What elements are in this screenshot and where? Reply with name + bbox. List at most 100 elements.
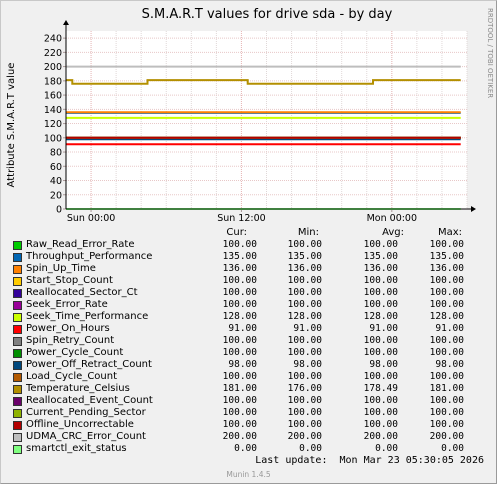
legend-cur: 100.00 [222,395,257,406]
legend-max: 100.00 [429,335,464,346]
y-tick-label: 40 [50,176,62,187]
legend-max: 98.00 [435,359,464,370]
legend-cur: 100.00 [222,371,257,382]
legend-max: 100.00 [429,287,464,298]
legend-max: 100.00 [429,275,464,286]
y-tick-label: 20 [50,190,62,201]
legend-name: Spin_Retry_Count [26,335,115,346]
legend-min: 100.00 [287,299,322,310]
legend-swatch [13,253,22,262]
legend-cur: 100.00 [222,239,257,250]
legend-row: Offline_Uncorrectable 100.00 100.00 100.00 1… [12,419,482,431]
legend-row: Seek_Time_Performance 128.00 128.00 128.00 1… [12,311,482,323]
legend-row: Throughput_Performance 135.00 135.00 135.00… [12,251,482,263]
legend-name: Power_Cycle_Count [26,347,124,358]
legend-max: 100.00 [429,419,464,430]
legend-min: 176.00 [287,383,322,394]
legend-avg: 128.00 [363,311,398,322]
y-tick-label: 100 [44,133,62,144]
legend-min: 100.00 [287,275,322,286]
legend-avg: 100.00 [363,347,398,358]
legend-row: Reallocated_Event_Count 100.00 100.00 100.0… [12,395,482,407]
legend-max: 200.00 [429,431,464,442]
legend-name: Spin_Up_Time [26,263,96,274]
legend-swatch [13,397,22,406]
legend-max: 100.00 [429,371,464,382]
legend-header-avg: Avg: [382,227,404,238]
y-tick-label: 0 [56,205,62,216]
legend-name: Seek_Time_Performance [26,311,149,322]
legend-min: 128.00 [287,311,322,322]
legend-swatch [13,289,22,298]
legend-cur: 100.00 [222,407,257,418]
legend-avg: 100.00 [363,371,398,382]
legend-swatch [13,421,22,430]
legend-header: Cur: Min: Avg: Max: [12,227,482,239]
legend-swatch [13,445,22,454]
legend-swatch [13,349,22,358]
legend-row: Load_Cycle_Count 100.00 100.00 100.00 100.00 [12,371,482,383]
y-tick-label: 240 [44,34,62,45]
legend-avg: 100.00 [363,407,398,418]
legend-swatch [13,265,22,274]
legend-header-cur: Cur: [226,227,247,238]
axes [63,20,476,212]
rrdtool-watermark: RRDTOOL / TOBI OETIKER [486,8,494,98]
legend-swatch [13,337,22,346]
legend-avg: 200.00 [363,431,398,442]
legend-max: 135.00 [429,251,464,262]
legend-min: 100.00 [287,239,322,250]
legend-cur: 100.00 [222,335,257,346]
legend-min: 100.00 [287,395,322,406]
legend-avg: 100.00 [363,335,398,346]
legend-row: Raw_Read_Error_Rate 100.00 100.00 100.00 100… [12,239,482,251]
legend: Cur: Min: Avg: Max: Raw_Read_Error_Rate 1… [12,227,482,455]
legend-max: 100.00 [429,347,464,358]
legend-swatch [13,313,22,322]
x-tick-label: Sun 12:00 [217,213,265,224]
legend-avg: 136.00 [363,263,398,274]
legend-name: Power_Off_Retract_Count [26,359,152,370]
legend-max: 136.00 [429,263,464,274]
y-tick-label: 200 [44,62,62,73]
legend-cur: 136.00 [222,263,257,274]
legend-avg: 178.49 [363,383,398,394]
legend-min: 136.00 [287,263,322,274]
legend-swatch [13,361,22,370]
legend-name: Power_On_Hours [26,323,110,334]
legend-row: Seek_Error_Rate 100.00 100.00 100.00 100.00 [12,299,482,311]
legend-min: 100.00 [287,287,322,298]
legend-avg: 100.00 [363,275,398,286]
legend-min: 100.00 [287,419,322,430]
legend-max: 100.00 [429,407,464,418]
legend-name: Offline_Uncorrectable [26,419,134,430]
legend-min: 100.00 [287,371,322,382]
x-tick-label: Mon 00:00 [367,213,417,224]
legend-cur: 100.00 [222,419,257,430]
y-tick-label: 60 [50,162,62,173]
legend-avg: 100.00 [363,287,398,298]
last-update: Last update: Mon Mar 23 05:30:05 2026 [255,455,484,466]
legend-header-min: Min: [297,227,319,238]
legend-min: 91.00 [293,323,322,334]
y-axis-ticks: 0 20 40 60 80 100 120 140 160 180 200 220 240 [44,34,66,216]
legend-cur: 128.00 [222,311,257,322]
legend-min: 135.00 [287,251,322,262]
legend-row: Spin_Retry_Count 100.00 100.00 100.00 100.00 [12,335,482,347]
y-axis-arrow [63,20,69,25]
legend-swatch [13,433,22,442]
legend-max: 100.00 [429,395,464,406]
y-tick-label: 180 [44,76,62,87]
legend-swatch [13,385,22,394]
legend-cur: 98.00 [228,359,257,370]
x-axis-arrow [471,206,476,212]
legend-min: 98.00 [293,359,322,370]
legend-name: Start_Stop_Count [26,275,113,286]
legend-swatch [13,277,22,286]
legend-avg: 98.00 [369,359,398,370]
legend-swatch [13,241,22,250]
legend-cur: 100.00 [222,299,257,310]
legend-cur: 100.00 [222,347,257,358]
legend-row: smartctl_exit_status 0.00 0.00 0.00 0.00 [12,443,482,455]
legend-header-max: Max: [437,227,462,238]
